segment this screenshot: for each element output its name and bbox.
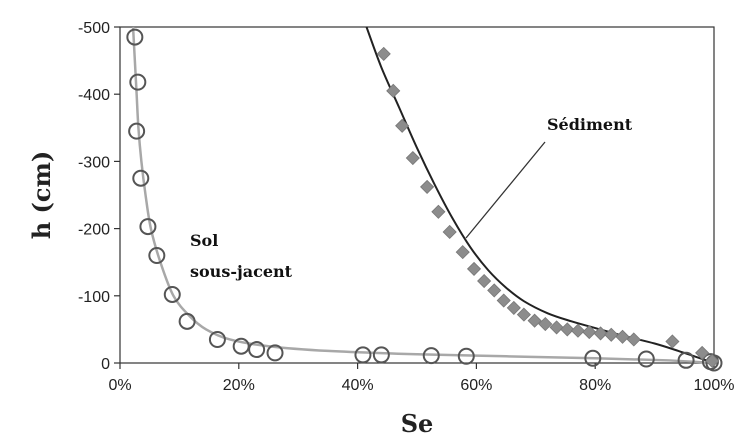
data-point-sediment — [395, 118, 410, 133]
x-tick-label: 0% — [108, 377, 131, 394]
data-point-sol — [705, 354, 723, 372]
data-point-sol — [139, 218, 157, 236]
data-point-sediment — [376, 46, 391, 61]
data-point-sediment — [477, 273, 492, 289]
data-point-sol — [584, 349, 602, 367]
data-point-sediment — [506, 300, 521, 315]
data-point-sediment — [626, 332, 641, 347]
y-tick-label: 0 — [101, 356, 110, 373]
data-point-sol — [422, 347, 440, 365]
y-tick-label: -400 — [78, 87, 110, 104]
data-point-sol — [248, 341, 266, 359]
data-point-sediment — [516, 307, 531, 322]
data-point-sediment — [431, 204, 446, 219]
y-tick-label: -300 — [78, 154, 110, 171]
data-point-sol — [266, 344, 284, 362]
data-point-sol — [372, 346, 390, 364]
data-point-sediment — [538, 316, 553, 332]
x-tick-label: 60% — [460, 377, 492, 394]
fit-curve-series-1 — [365, 26, 715, 364]
x-tick-label: 100% — [694, 377, 735, 394]
data-point-sediment — [455, 245, 470, 260]
data-point-sol — [354, 346, 372, 364]
plot-area — [119, 26, 715, 364]
data-point-sediment — [386, 83, 401, 98]
y-tick-label: -200 — [78, 222, 110, 239]
data-point-sediment — [496, 293, 511, 308]
data-point-sediment — [615, 329, 630, 344]
data-point-sediment — [570, 323, 586, 338]
data-point-sediment — [420, 179, 435, 195]
data-point-sol — [208, 330, 226, 348]
data-point-sol — [148, 246, 166, 264]
x-tick-label: 40% — [342, 377, 374, 394]
x-axis-title: Se — [401, 409, 434, 438]
data-point-sol — [232, 337, 250, 355]
data-point-sol — [178, 312, 196, 330]
data-point-sediment — [442, 224, 457, 240]
data-point-sediment — [527, 313, 542, 328]
y-tick-label: -500 — [78, 20, 110, 37]
data-point-sediment — [405, 150, 420, 166]
data-point-sol — [163, 285, 181, 303]
data-point-sol — [677, 351, 695, 369]
data-point-sediment — [695, 345, 710, 360]
y-axis-title: h (cm) — [27, 151, 56, 240]
data-point-sol — [126, 28, 144, 46]
data-point-sediment — [560, 322, 575, 337]
data-point-sol — [132, 169, 150, 187]
data-point-sediment — [705, 353, 720, 369]
annotation-sol-line2: sous-jacent — [190, 262, 293, 281]
data-point-sediment — [665, 334, 680, 349]
data-point-sol — [129, 73, 147, 91]
y-axis: 0 -100 -200 -300 -400 -500 — [78, 20, 120, 373]
data-point-sediment — [487, 283, 502, 298]
data-point-sediment — [604, 327, 619, 342]
x-tick-label: 80% — [579, 377, 611, 394]
data-point-sol — [128, 122, 146, 140]
data-point-sediment — [466, 261, 482, 276]
data-points — [126, 28, 723, 372]
data-point-sol — [637, 350, 655, 368]
data-point-sediment — [582, 325, 597, 340]
data-point-sediment — [593, 326, 608, 341]
sediment-pointer-line — [465, 141, 546, 239]
annotation-sol-line1: Sol — [190, 231, 218, 250]
data-point-sol — [457, 347, 475, 365]
x-axis: 0% 20% 40% 60% 80% 100% — [108, 363, 734, 394]
x-tick-label: 20% — [223, 377, 255, 394]
data-point-sediment — [549, 320, 564, 335]
y-tick-label: -100 — [78, 289, 110, 306]
annotation-sediment: Sédiment — [547, 115, 633, 134]
